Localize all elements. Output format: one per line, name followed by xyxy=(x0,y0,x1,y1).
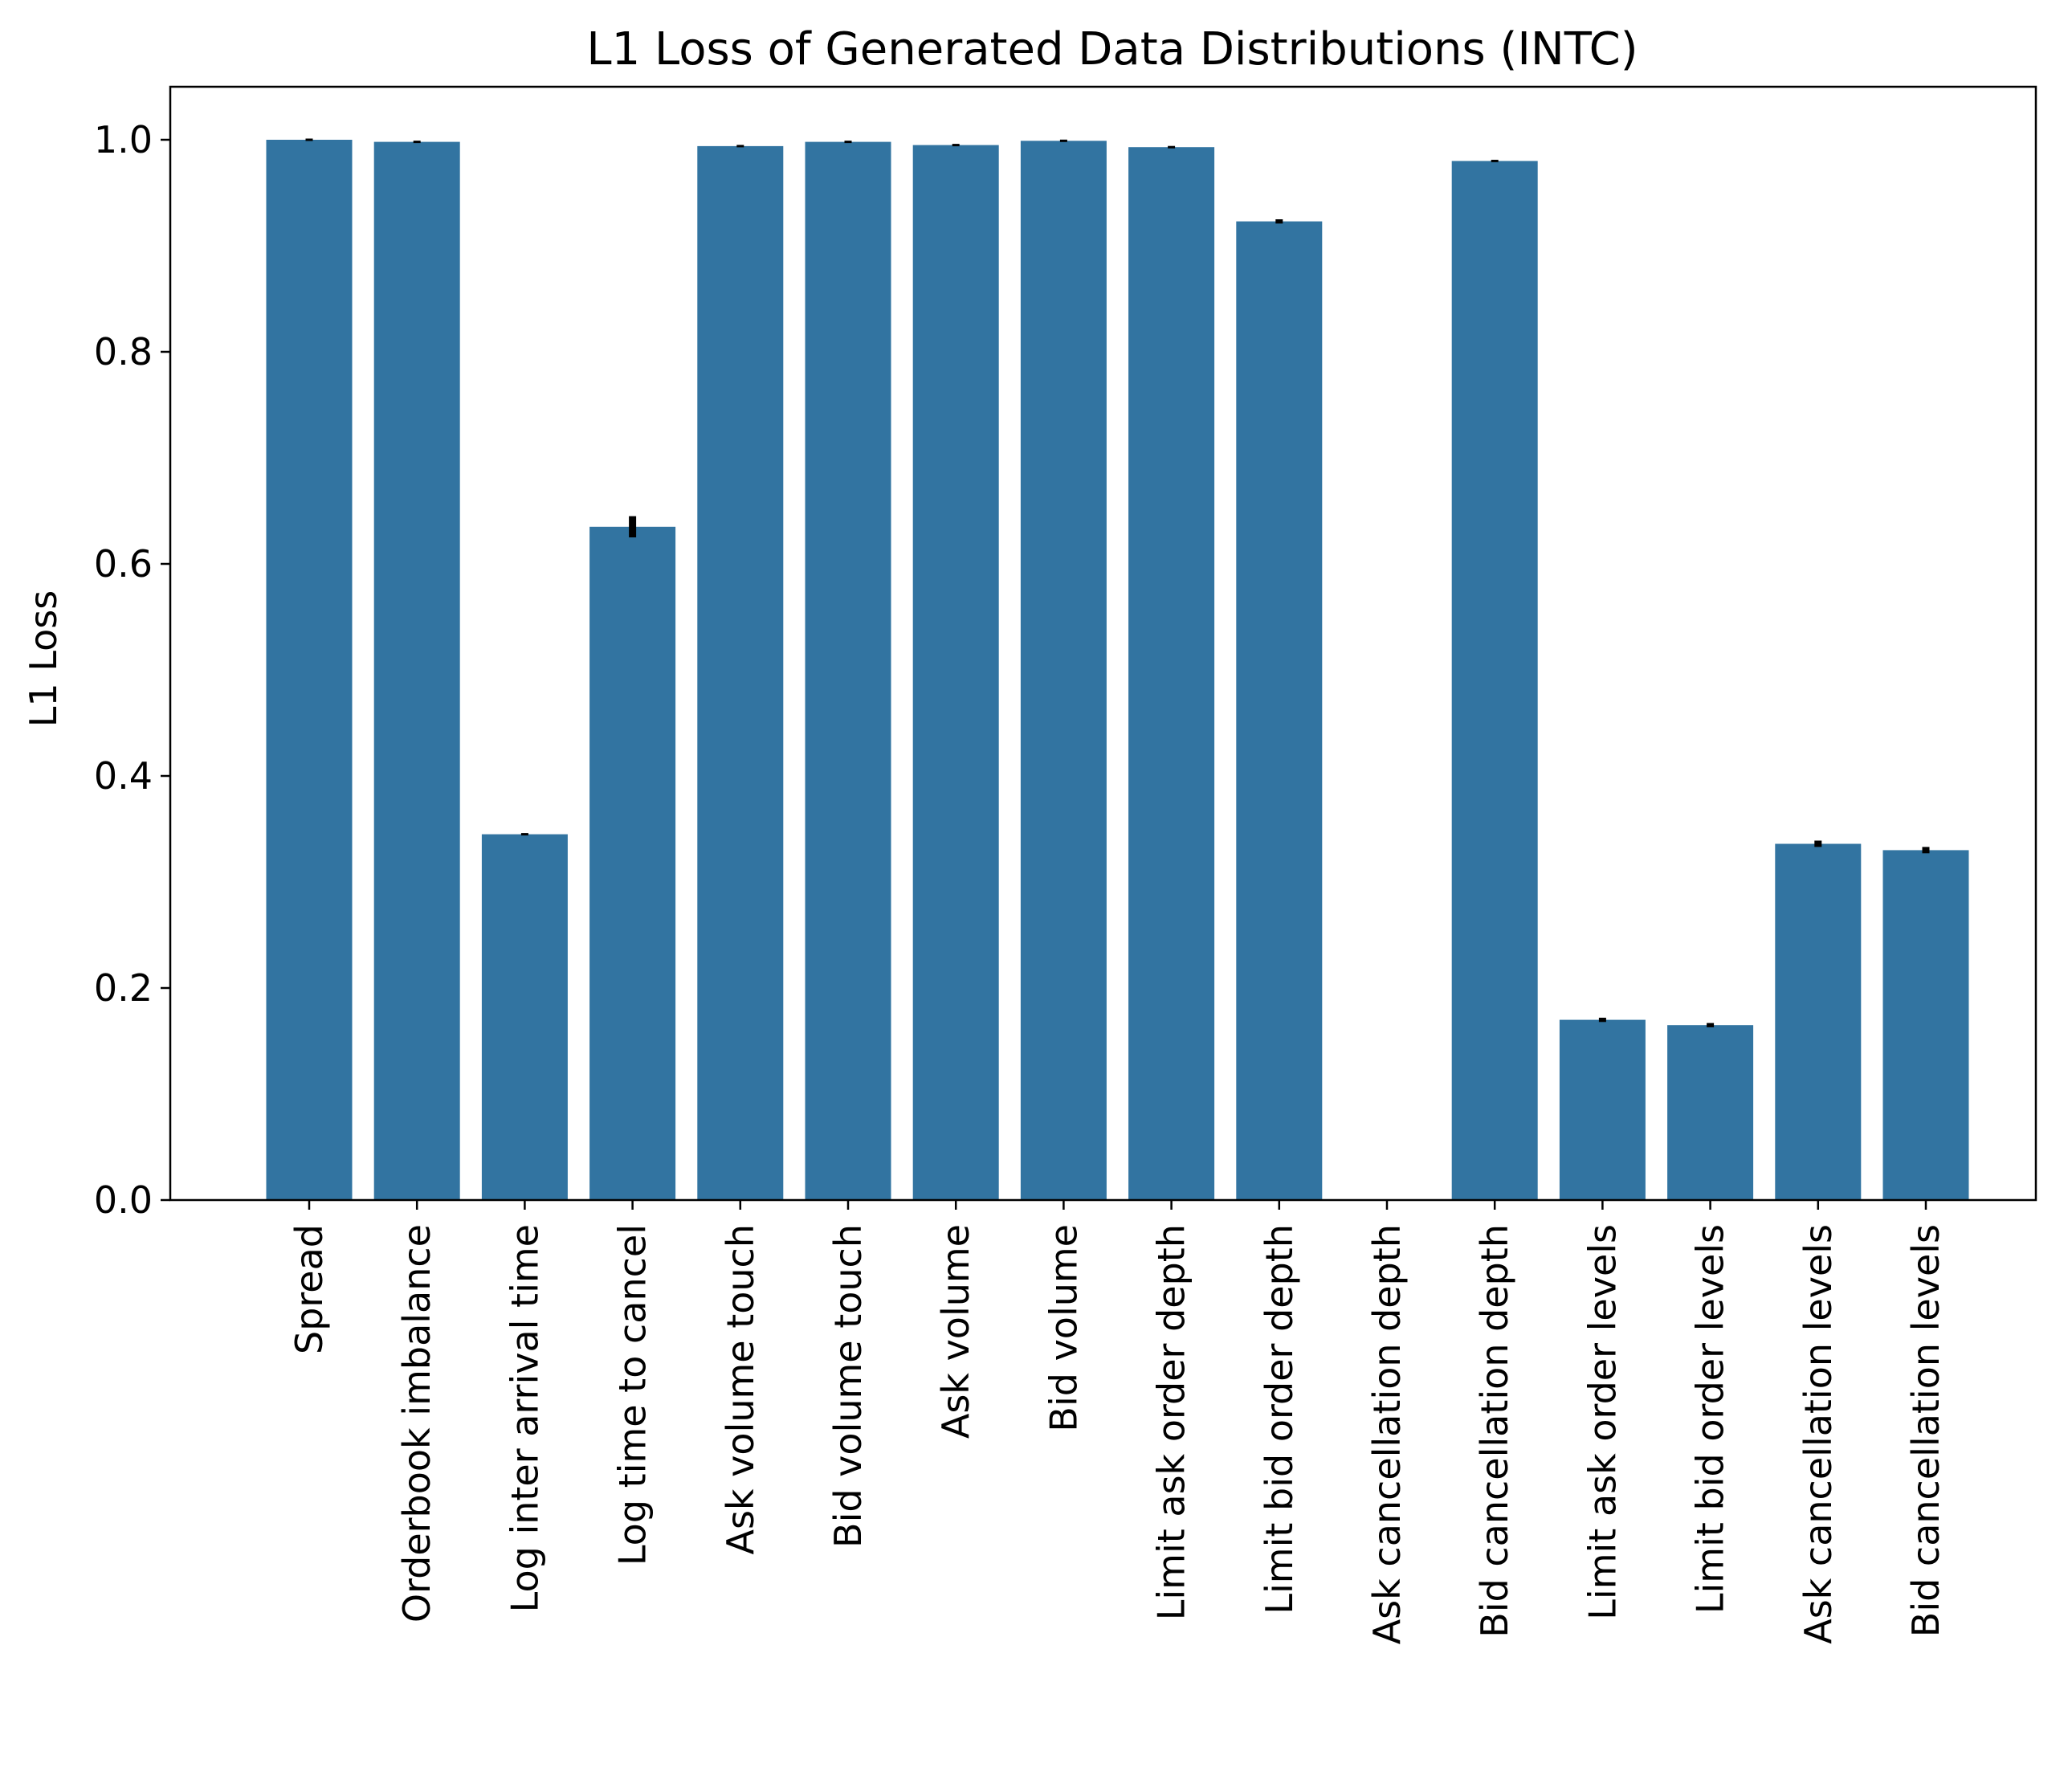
x-tick-label: Limit bid order levels xyxy=(1689,1224,1732,1614)
x-tick-label: Orderbook imbalance xyxy=(395,1224,438,1623)
bars-group xyxy=(266,140,1969,1201)
error-bar xyxy=(1598,1018,1606,1023)
x-axis-ticks: Spread Orderbook imbalance Log inter arriv… xyxy=(288,1200,1948,1644)
bar xyxy=(1559,1019,1646,1200)
x-tick-label: Limit ask order depth xyxy=(1150,1224,1193,1620)
bar xyxy=(1667,1025,1754,1200)
bar xyxy=(373,141,460,1201)
x-tick-label: Ask cancellation depth xyxy=(1365,1224,1409,1644)
x-tick-label: Limit ask order levels xyxy=(1581,1224,1624,1620)
error-bar xyxy=(520,833,528,836)
error-bar xyxy=(1275,219,1283,224)
x-tick-label: Bid cancellation levels xyxy=(1904,1224,1948,1637)
error-bar xyxy=(1707,1023,1715,1027)
y-axis-label: L1 Loss xyxy=(22,590,65,727)
x-tick-label: Ask volume touch xyxy=(719,1224,762,1555)
bar xyxy=(805,141,891,1201)
x-tick-label: Bid volume touch xyxy=(826,1224,870,1548)
bar xyxy=(1128,147,1215,1201)
error-bars-group xyxy=(305,138,1930,1027)
error-bar xyxy=(1491,159,1499,162)
error-bar xyxy=(1168,145,1176,149)
bar xyxy=(1451,161,1538,1200)
bar xyxy=(589,526,676,1200)
bar xyxy=(1775,843,1862,1200)
error-bar xyxy=(413,141,421,144)
bar xyxy=(481,834,568,1200)
error-bar xyxy=(629,516,637,537)
x-tick-label: Log time to cancel xyxy=(611,1224,655,1566)
chart-title: L1 Loss of Generated Data Distributions … xyxy=(586,23,1638,76)
y-tick-label: 1.0 xyxy=(94,118,153,161)
error-bar xyxy=(305,138,313,141)
y-tick-label: 0.0 xyxy=(94,1178,153,1222)
bar xyxy=(697,145,784,1200)
x-tick-label: Bid volume xyxy=(1042,1224,1085,1432)
x-tick-label: Spread xyxy=(288,1224,331,1354)
y-tick-label: 0.2 xyxy=(94,966,153,1010)
plot-frame xyxy=(169,85,2037,1202)
y-axis-ticks: 0.0 0.2 0.4 0.6 0.8 1.0 xyxy=(94,118,170,1222)
x-tick-label: Limit bid order depth xyxy=(1258,1224,1301,1615)
bar xyxy=(912,145,999,1201)
error-bar xyxy=(736,145,744,148)
bar xyxy=(1020,141,1107,1200)
bar xyxy=(1882,850,1969,1200)
x-tick-label: Ask cancellation levels xyxy=(1797,1224,1840,1644)
x-tick-label: Ask volume xyxy=(934,1224,977,1439)
error-bar xyxy=(1922,847,1930,854)
error-bar xyxy=(1814,840,1822,847)
y-tick-label: 0.4 xyxy=(94,754,153,798)
y-tick-label: 0.8 xyxy=(94,330,153,374)
bar xyxy=(266,140,353,1200)
error-bar xyxy=(952,144,960,147)
x-tick-label: Log inter arrival time xyxy=(503,1224,546,1612)
x-tick-label: Bid cancellation depth xyxy=(1473,1224,1516,1638)
error-bar xyxy=(844,141,852,144)
y-tick-label: 0.6 xyxy=(94,542,153,586)
error-bar xyxy=(1059,139,1067,142)
bar xyxy=(1236,221,1323,1201)
